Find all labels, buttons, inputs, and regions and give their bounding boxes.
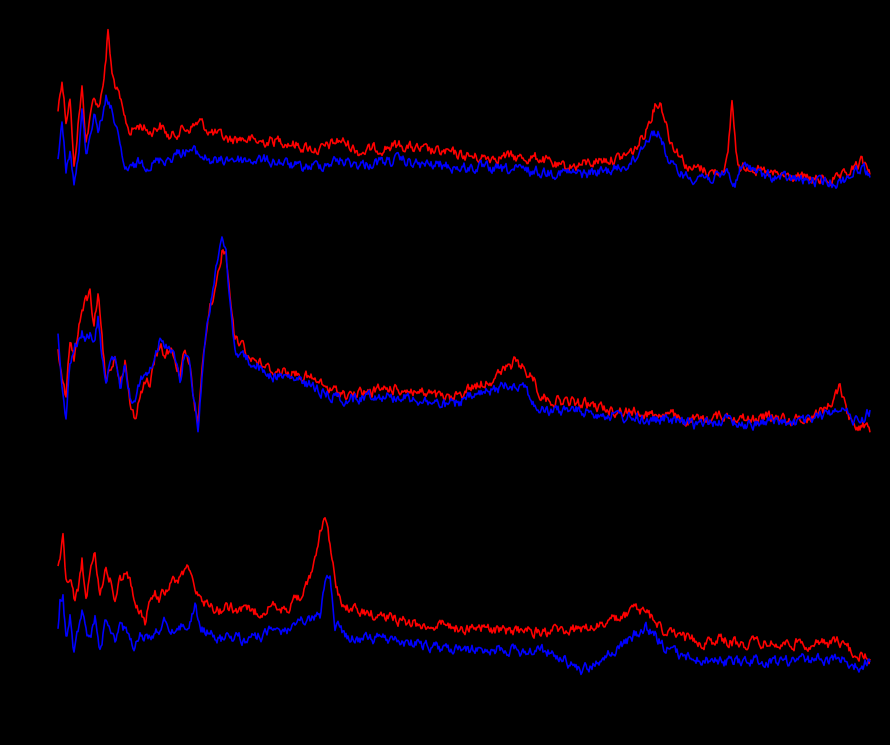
- series-line-blue: [57, 236, 871, 433]
- series-line-red: [57, 516, 871, 665]
- panel-1: [57, 28, 871, 189]
- series-line-red: [57, 249, 871, 433]
- series-line-blue: [57, 94, 871, 189]
- panel-2: [57, 236, 871, 433]
- panel-3: [57, 516, 871, 676]
- series-line-red: [57, 28, 871, 187]
- series-line-blue: [57, 574, 871, 676]
